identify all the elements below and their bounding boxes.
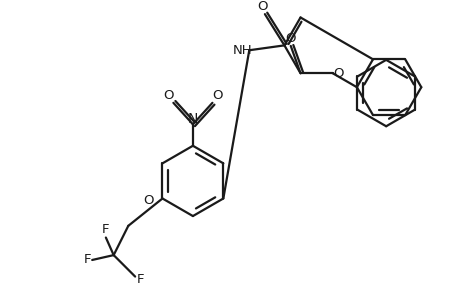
Text: N: N	[187, 112, 198, 126]
Text: O: O	[143, 194, 154, 207]
Text: O: O	[257, 0, 268, 13]
Text: F: F	[102, 223, 109, 236]
Text: NH: NH	[232, 44, 252, 57]
Text: F: F	[84, 254, 91, 266]
Text: O: O	[163, 88, 174, 101]
Text: O: O	[212, 88, 222, 101]
Text: O: O	[285, 32, 296, 45]
Text: O: O	[333, 67, 343, 80]
Text: F: F	[136, 273, 144, 286]
